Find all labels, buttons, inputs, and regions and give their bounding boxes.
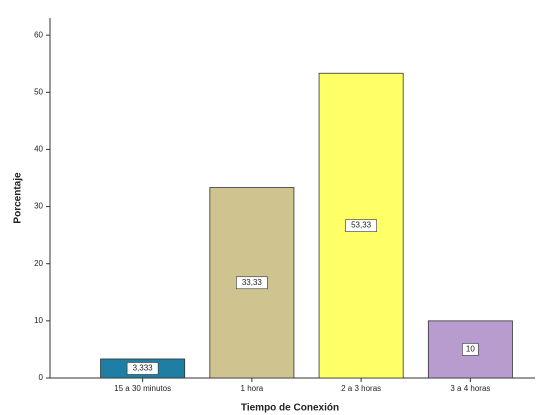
y-tick-label: 50 xyxy=(34,87,43,96)
value-label-box xyxy=(345,219,377,232)
value-label: 10 xyxy=(466,345,475,354)
x-tick-label: 3 a 4 horas xyxy=(450,384,490,393)
value-label: 3,333 xyxy=(133,364,154,373)
x-tick-label: 1 hora xyxy=(241,384,264,393)
y-tick-label: 10 xyxy=(34,316,43,325)
value-label-box xyxy=(236,276,268,290)
y-tick-label: 40 xyxy=(34,145,43,154)
x-tick-label: 2 a 3 horas xyxy=(341,384,381,393)
value-label: 53,33 xyxy=(351,221,372,230)
y-tick-label: 20 xyxy=(34,259,43,268)
x-axis-label: Tiempo de Conexión xyxy=(241,403,339,414)
x-tick-label: 15 a 30 minutos xyxy=(114,384,171,393)
y-tick-label: 60 xyxy=(34,30,43,39)
value-label-box xyxy=(462,343,479,356)
value-label: 33,33 xyxy=(242,278,263,287)
value-label-box xyxy=(126,362,159,375)
y-tick-label: 0 xyxy=(39,373,44,382)
y-axis-label: Porcentaje xyxy=(13,172,24,224)
y-tick-label: 30 xyxy=(34,202,43,211)
